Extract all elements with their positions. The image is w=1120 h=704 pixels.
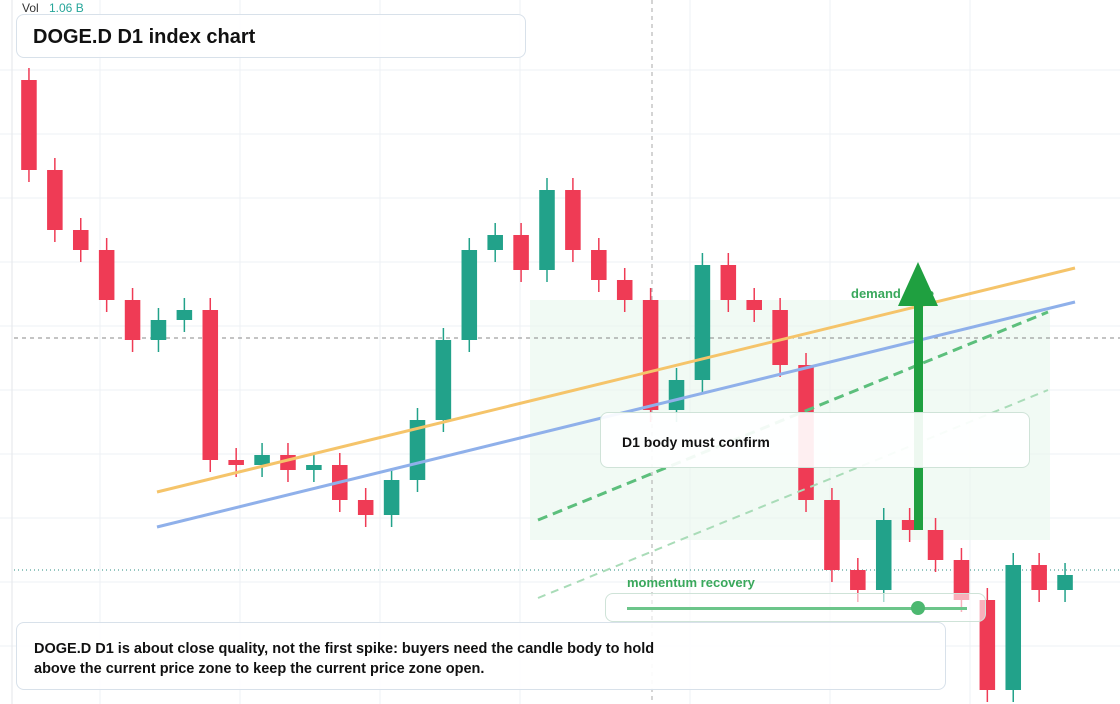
candle-body [979, 600, 996, 690]
candle-body [487, 235, 503, 250]
candle-body [1005, 565, 1022, 690]
momentum-track [627, 607, 967, 610]
arrow-head [898, 262, 938, 306]
candle-body [513, 235, 529, 270]
momentum-label: momentum recovery [627, 575, 755, 590]
candle-body [591, 250, 607, 280]
caption-box: DOGE.D D1 is about close quality, not th… [16, 622, 946, 690]
confirm-label: D1 body must confirm [622, 434, 770, 450]
vol-value: 1.06 B [49, 1, 84, 15]
candle-body [539, 190, 555, 270]
candle-body [47, 170, 63, 230]
title-box: DOGE.D D1 index chart [16, 14, 526, 58]
chart-title: DOGE.D D1 index chart [33, 26, 256, 48]
candle-body [746, 300, 762, 310]
candle-body [694, 265, 711, 380]
candle-body [176, 310, 193, 320]
candle-body [461, 250, 478, 340]
candle-body [357, 500, 374, 515]
candle-body [1031, 565, 1047, 590]
candle-body [98, 250, 115, 300]
momentum-box [605, 593, 986, 622]
candle-body [927, 530, 944, 560]
candle-body [306, 465, 322, 470]
candle-body [668, 380, 685, 410]
momentum-knob [911, 601, 925, 615]
caption: DOGE.D D1 is about close quality, not th… [34, 641, 655, 677]
candle-body [953, 560, 970, 600]
confirm-box: D1 body must confirm [600, 412, 1030, 468]
candle-body [824, 500, 840, 570]
candle-body [435, 340, 452, 420]
candle-body [901, 520, 918, 530]
candle-body [720, 265, 737, 300]
candle-body [202, 310, 219, 460]
candle-body [21, 80, 37, 170]
candle-body [383, 480, 400, 515]
channel-line-lower [537, 389, 1049, 599]
candle-body [124, 300, 141, 340]
candle-body [850, 570, 866, 590]
candle-body [772, 310, 788, 365]
vol-label: Vol [22, 1, 39, 15]
candle-body [875, 520, 892, 590]
candle-body [616, 280, 633, 300]
candle-body [72, 230, 89, 250]
candle-body [254, 455, 270, 465]
candle-body [565, 190, 581, 250]
candle-body [1057, 575, 1073, 590]
candle-body [228, 460, 244, 465]
candle-body [642, 300, 659, 410]
candle-body [150, 320, 167, 340]
